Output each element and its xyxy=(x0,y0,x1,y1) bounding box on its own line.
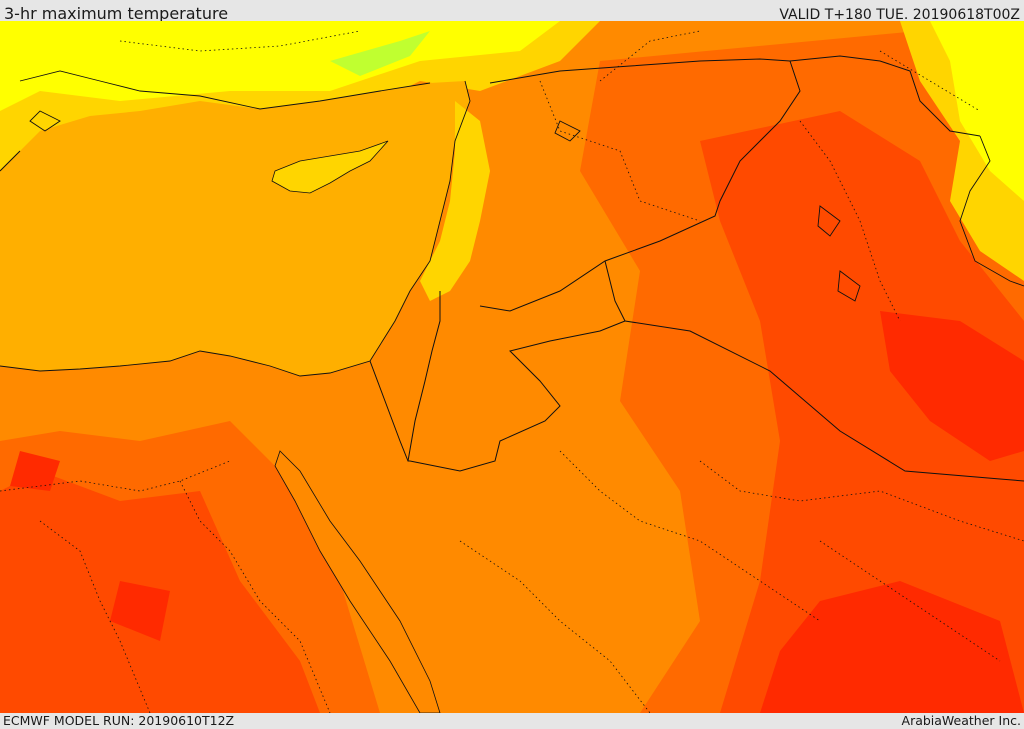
valid-time-label: VALID T+180 TUE. 20190618T00Z xyxy=(779,7,1020,23)
hottest-zone-africa xyxy=(10,451,170,641)
model-run-label: ECMWF MODEL RUN: 20190610T12Z xyxy=(3,713,235,728)
cyprus xyxy=(271,140,389,194)
levant-cool-strip xyxy=(420,101,490,301)
coastlines xyxy=(0,70,1024,377)
red-sea xyxy=(274,450,441,713)
hottest-zone-iraq xyxy=(880,311,1024,461)
province-lines xyxy=(0,30,1024,713)
credit-label: ArabiaWeather Inc. xyxy=(901,713,1021,728)
map-title: 3-hr maximum temperature xyxy=(4,4,229,23)
hotter-zone-iraq xyxy=(700,111,1024,713)
coolest-zone-northeast xyxy=(930,21,1024,201)
country-borders xyxy=(0,55,1024,482)
hottest-zone-gulf xyxy=(760,581,1024,713)
map-canvas xyxy=(0,21,1024,713)
header-bar: 3-hr maximum temperature VALID T+180 TUE… xyxy=(0,0,1024,23)
footer-bar: ECMWF MODEL RUN: 20190610T12Z ArabiaWeat… xyxy=(0,713,1024,729)
temperature-map xyxy=(0,21,1024,713)
green-patch xyxy=(330,31,430,76)
